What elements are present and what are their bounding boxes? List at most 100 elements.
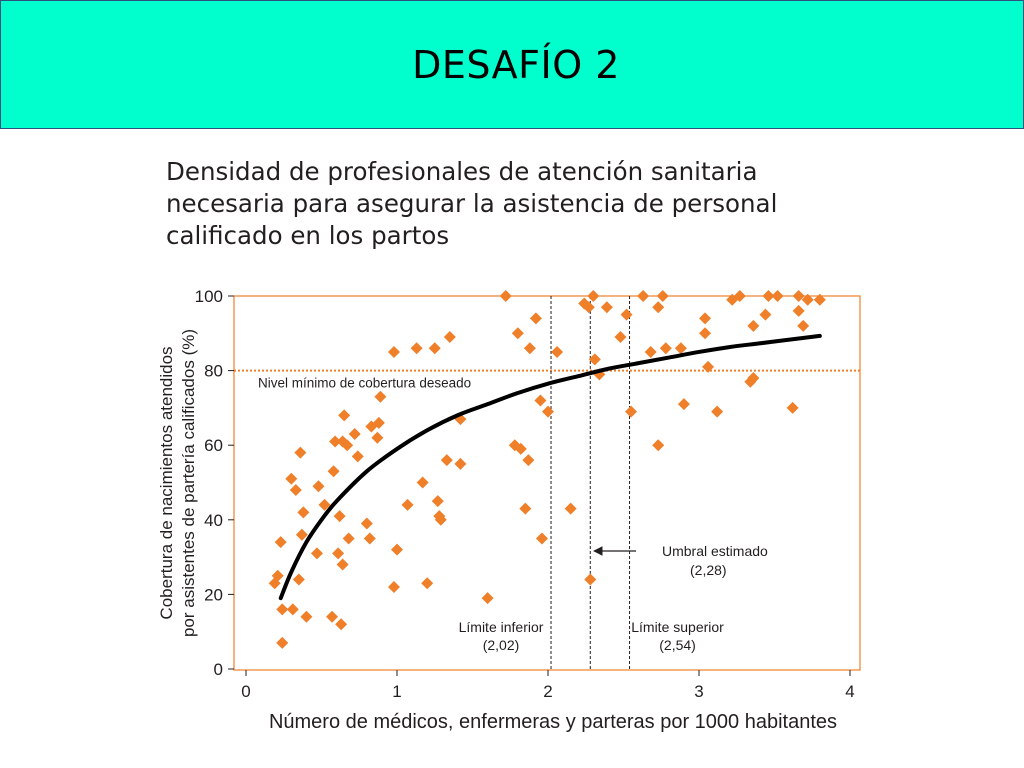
slide-title-banner: DESAFÍO 2: [0, 0, 1024, 129]
data-point: [318, 498, 331, 511]
data-point: [327, 465, 340, 478]
data-point: [360, 517, 373, 530]
data-point: [792, 304, 805, 317]
plot-frame: [233, 295, 861, 671]
data-point: [551, 345, 564, 358]
chart-title: Densidad de profesionales de atención sa…: [166, 157, 778, 250]
data-point: [371, 431, 384, 444]
data-point: [535, 532, 548, 545]
data-point: [276, 603, 289, 616]
threshold-lines: Límite inferior (2,02) Umbral estimado (2,2…: [459, 296, 768, 670]
x-axis-label: Número de médicos, enfermeras y parteras…: [269, 711, 837, 733]
data-point: [295, 528, 308, 541]
data-point: [652, 301, 665, 314]
data-point: [294, 446, 307, 459]
data-point: [274, 536, 287, 549]
y-axis-label: Cobertura de nacimientos atendidos por as…: [157, 329, 198, 637]
data-point: [499, 290, 512, 302]
threshold-label: Umbral estimado: [662, 543, 768, 559]
data-point: [584, 573, 597, 586]
data-point: [677, 398, 690, 411]
x-tick-label: 4: [845, 682, 854, 701]
data-point: [387, 345, 400, 358]
data-point: [434, 513, 447, 526]
data-point: [401, 498, 414, 511]
x-axis-ticks: 0 1 2 3 4: [241, 670, 855, 701]
data-point: [332, 547, 345, 560]
data-point: [348, 428, 361, 441]
y-tick-label: 40: [204, 511, 223, 530]
data-point: [333, 510, 346, 523]
data-point: [341, 439, 354, 452]
data-point: [421, 577, 434, 590]
y-axis-ticks: 0 20 40 60 80 100: [195, 287, 234, 679]
x-tick-label: 3: [694, 682, 703, 701]
data-point: [786, 401, 799, 414]
data-point: [519, 502, 532, 515]
data-point: [428, 342, 441, 355]
trend-curve: [278, 333, 822, 601]
data-point: [286, 603, 299, 616]
data-point: [659, 342, 672, 355]
data-point: [300, 610, 313, 623]
x-tick-label: 0: [241, 682, 250, 701]
data-point: [614, 331, 627, 344]
data-point: [759, 308, 772, 321]
data-point: [801, 293, 814, 306]
data-point: [454, 457, 467, 470]
data-point: [564, 502, 577, 515]
data-point: [711, 405, 724, 418]
data-point: [587, 290, 600, 302]
data-point: [342, 532, 355, 545]
data-point: [372, 416, 385, 429]
data-point: [336, 558, 349, 571]
data-point: [699, 312, 712, 325]
data-point: [702, 360, 715, 373]
data-point: [652, 439, 665, 452]
data-point: [276, 636, 289, 649]
reference-line-label: Nivel mínimo de cobertura deseado: [258, 376, 471, 391]
y-tick-label: 80: [204, 362, 223, 381]
data-point: [534, 394, 547, 407]
data-point: [416, 476, 429, 489]
data-point: [329, 435, 342, 448]
data-point: [514, 442, 527, 455]
data-point: [588, 353, 601, 366]
y-axis-label-line: Cobertura de nacimientos atendidos: [157, 346, 176, 619]
data-point: [271, 569, 284, 582]
data-point: [511, 327, 524, 340]
data-point: [797, 319, 810, 332]
threshold-label: Límite inferior: [459, 619, 544, 635]
y-tick-label: 20: [204, 585, 223, 604]
data-point: [292, 573, 305, 586]
data-points: [268, 290, 826, 649]
data-point: [582, 301, 595, 314]
threshold-label: Límite superior: [631, 619, 724, 635]
data-point: [374, 390, 387, 403]
data-point: [297, 506, 310, 519]
x-tick-label: 1: [392, 682, 401, 701]
x-tick-label: 2: [543, 682, 552, 701]
data-point: [699, 327, 712, 340]
data-point: [762, 290, 775, 302]
data-point: [285, 472, 298, 485]
data-point: [522, 454, 535, 467]
data-point: [792, 290, 805, 302]
data-point: [310, 547, 323, 560]
data-point: [338, 409, 351, 422]
data-point: [289, 483, 302, 496]
data-point: [813, 293, 826, 306]
data-point: [747, 319, 760, 332]
data-point: [620, 308, 633, 321]
y-tick-label: 60: [204, 436, 223, 455]
y-tick-label: 100: [195, 287, 223, 306]
data-point: [387, 580, 400, 593]
data-point: [363, 532, 376, 545]
data-point: [733, 290, 746, 302]
data-point: [529, 312, 542, 325]
threshold-value-label: (2,02): [483, 637, 520, 653]
slide-title: DESAFÍO 2: [412, 42, 620, 87]
data-point: [644, 345, 657, 358]
data-point: [431, 495, 444, 508]
